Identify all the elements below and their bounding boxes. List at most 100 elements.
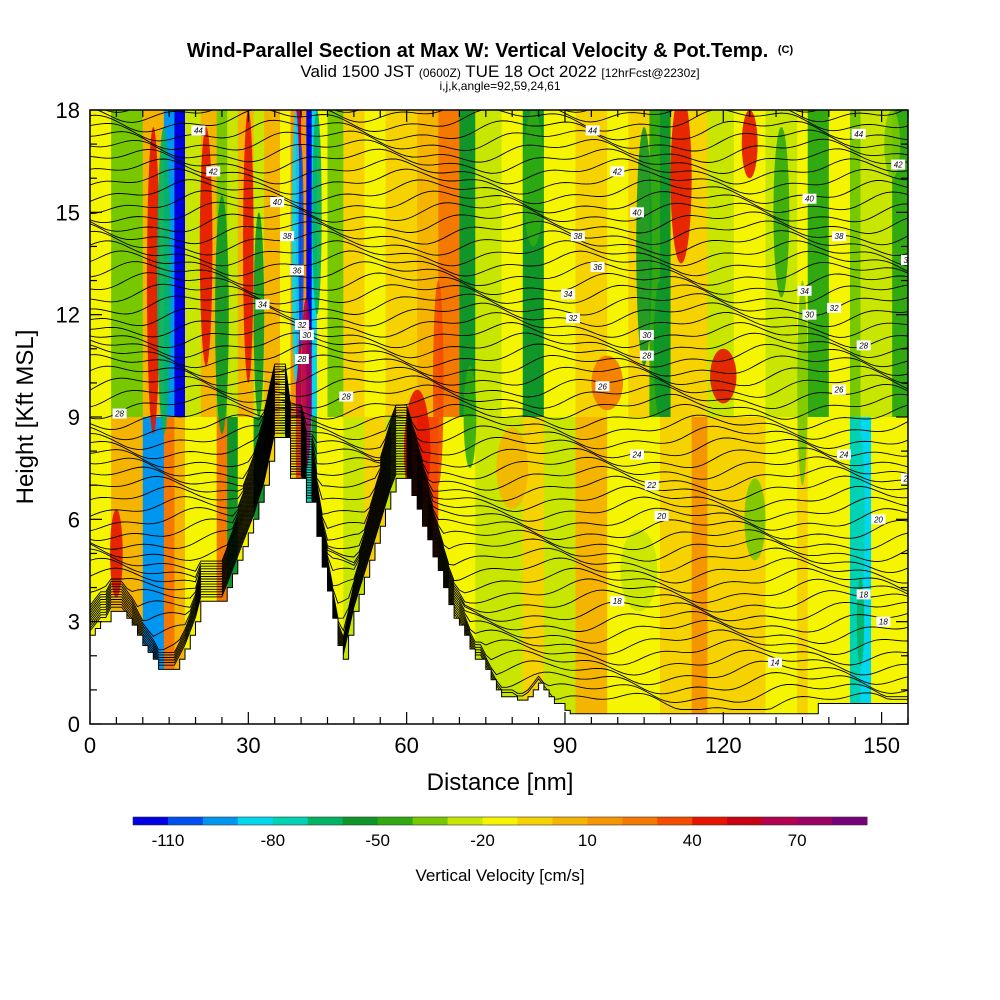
isentrope-line: [90, 430, 908, 704]
velocity-column-upper: [301, 110, 308, 417]
velocity-cell: [146, 127, 160, 435]
contour-label: 38: [832, 231, 847, 242]
isentrope-line: [90, 179, 908, 205]
contour-labels: 4442403836343230282828444240383634323028…: [112, 125, 908, 668]
contour-label: 34: [797, 285, 812, 296]
y-tick-label: 6: [68, 507, 80, 532]
contour-label-text: 38: [573, 232, 582, 241]
velocity-column-upper: [501, 110, 524, 417]
isentrope-line: [90, 158, 908, 185]
isentrope-line: [90, 376, 908, 491]
isentrope-line: [90, 119, 908, 142]
velocity-column-upper: [607, 110, 630, 417]
contour-label: 36: [590, 261, 605, 272]
contour-label-text: 28: [341, 393, 351, 402]
colorbar-swatch: [377, 817, 414, 825]
isentrope-line: [90, 138, 908, 163]
contour-label-text: 30: [805, 311, 814, 320]
velocity-cell: [636, 127, 653, 366]
contour-label-text: 20: [656, 512, 666, 521]
contour-label-text: 32: [568, 314, 577, 323]
contour-label-text: 38: [283, 232, 292, 241]
contour-label-text: 36: [293, 266, 302, 275]
contour-label-text: 36: [593, 263, 602, 272]
contour-label: 44: [585, 125, 600, 136]
colorbar-swatch: [342, 817, 379, 825]
contour-label: 42: [206, 166, 221, 177]
velocity-cell: [199, 127, 213, 366]
colorbar-swatch: [167, 817, 204, 825]
colorbar-swatch: [797, 817, 833, 825]
velocity-column-lower: [807, 417, 830, 724]
contour-label: 40: [629, 207, 644, 218]
colorbar-swatch: [762, 817, 798, 825]
colorbar: -110 -80 -50 -20 10 40 70: [132, 816, 868, 850]
contour-label-text: 44: [588, 126, 597, 135]
velocity-cell: [463, 365, 477, 469]
isentrope-line: [90, 381, 908, 512]
contour-label-text: 44: [194, 126, 203, 135]
chart-title-mark: (C): [778, 44, 794, 56]
colorbar-swatch: [307, 817, 344, 825]
terrain: [90, 437, 908, 724]
velocity-column-upper: [111, 110, 144, 417]
potential-temperature-contours: [90, 110, 908, 710]
colorbar-label: Vertical Velocity [cm/s]: [415, 866, 584, 885]
velocity-column-upper: [860, 110, 873, 417]
contour-label: 28: [112, 408, 127, 419]
isentrope-line: [90, 402, 908, 594]
x-axis-label: Distance [nm]: [427, 769, 574, 796]
x-tick-label: 150: [863, 733, 900, 758]
velocity-column-lower: [163, 417, 176, 724]
contour-label-text: 38: [835, 232, 844, 241]
velocity-column-upper: [327, 110, 345, 417]
velocity-column-upper: [649, 110, 661, 417]
colorbar-frame: [132, 816, 868, 826]
chart-subtitle-2: i,j,k,angle=92,59,24,61: [439, 79, 560, 93]
contour-label: 14: [767, 657, 782, 668]
contour-label-text: 28: [296, 355, 306, 364]
isentrope-line: [90, 190, 908, 215]
colorbar-swatch: [832, 817, 868, 825]
colorbar-tick-label: -110: [152, 831, 185, 850]
contour-label: 32: [827, 302, 842, 313]
contour-label-text: 34: [800, 287, 809, 296]
contour-label: 42: [891, 159, 906, 170]
velocity-cell: [496, 427, 529, 510]
velocity-column-lower: [892, 417, 908, 724]
isentrope-line: [90, 322, 908, 349]
contour-label-text: 30: [642, 331, 651, 340]
contour-label: 26: [832, 384, 847, 395]
chart-title: Wind-Parallel Section at Max W: Vertical…: [187, 40, 794, 62]
isentrope-line: [90, 409, 908, 622]
contour-label-text: 26: [834, 386, 844, 395]
contour-label-text: 28: [641, 352, 651, 361]
colorbar-swatch: [272, 817, 309, 825]
contour-label-text: 30: [302, 331, 311, 340]
contour-label: 32: [565, 313, 580, 324]
velocity-column-upper: [90, 110, 113, 417]
isentrope-line: [90, 250, 908, 277]
y-tick-label: 3: [68, 610, 80, 635]
contour-label-text: 18: [613, 597, 622, 606]
x-tick-label: 120: [705, 733, 742, 758]
velocity-column-upper: [459, 110, 477, 417]
isentrope-line: [90, 230, 908, 256]
contour-label: 28: [856, 340, 871, 351]
colorbar-swatch: [202, 817, 239, 825]
contour-label: 18: [876, 616, 891, 627]
velocity-column-upper: [385, 110, 419, 417]
isentrope-line: [90, 384, 908, 522]
velocity-cell: [670, 110, 692, 264]
isentrope-line: [90, 379, 908, 502]
contour-label-text: 40: [273, 198, 282, 207]
contour-label: 40: [270, 197, 285, 208]
isentrope-line: [90, 414, 908, 644]
contour-label: 24: [836, 449, 851, 460]
contour-label: 40: [802, 193, 817, 204]
colorbar-tick-label: -50: [365, 831, 390, 850]
x-axis: 0 30 60 90 120 150: [84, 110, 909, 758]
contour-label-text: 24: [838, 451, 848, 460]
isentrope-line: [90, 394, 908, 563]
